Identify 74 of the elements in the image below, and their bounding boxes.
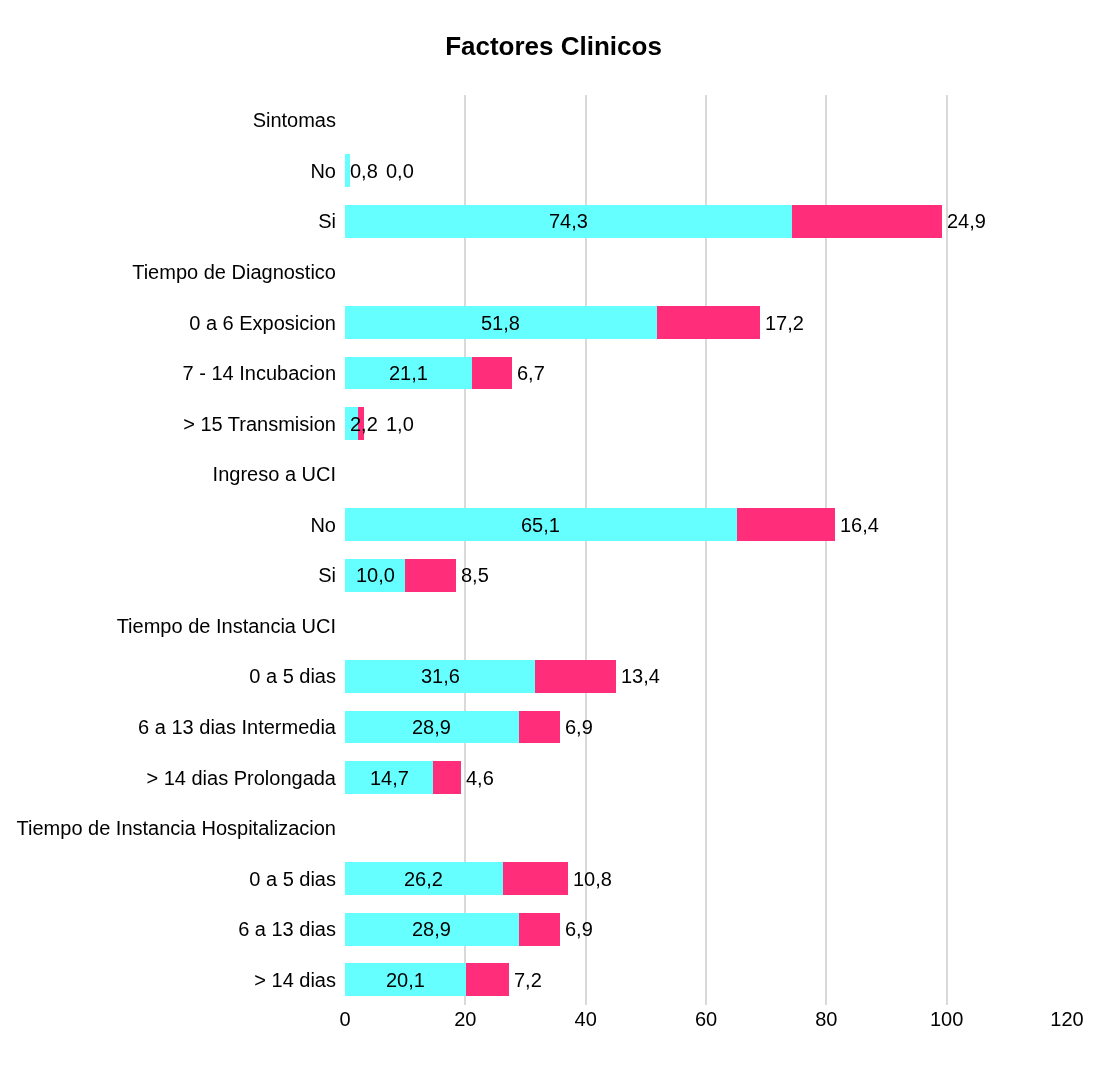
bar — [433, 761, 462, 794]
data-label: 14,7 — [370, 767, 409, 789]
bar — [405, 558, 457, 592]
bar — [345, 761, 434, 794]
bar — [345, 204, 793, 238]
y-tick-label: > 14 dias Prolongada — [146, 766, 337, 789]
y-tick-label: 0 a 6 Exposicion — [189, 311, 336, 334]
data-label: 2,2 — [350, 413, 378, 435]
y-tick-label: Si — [318, 564, 336, 587]
bar — [471, 356, 513, 390]
data-label: 8,5 — [461, 564, 489, 586]
y-tick-label: > 14 dias — [254, 968, 336, 991]
data-label: 24,9 — [947, 210, 986, 232]
y-tick-label: 6 a 13 dias Intermedia — [138, 715, 337, 738]
data-label: 0,0 — [386, 160, 414, 182]
data-label: 28,9 — [412, 716, 451, 738]
data-label: 1,0 — [386, 413, 414, 435]
data-label: 10,0 — [356, 564, 395, 586]
data-label: 0,8 — [350, 160, 378, 182]
x-tick-label: 80 — [815, 1008, 838, 1030]
bar — [535, 659, 616, 693]
data-label: 21,1 — [389, 362, 428, 384]
bar — [345, 508, 737, 542]
data-label: 17,2 — [765, 312, 804, 334]
data-label: 4,6 — [466, 767, 494, 789]
data-label: 26,2 — [404, 868, 443, 890]
chart-title: Factores Clinicos — [445, 31, 662, 62]
y-tick-label: Sintomas — [252, 109, 336, 132]
x-tick-label: 0 — [339, 1008, 351, 1030]
y-tick-label: > 15 Transmision — [183, 412, 336, 435]
data-label: 7,2 — [514, 969, 542, 991]
y-tick-label: 6 a 13 dias — [238, 918, 336, 941]
y-tick-label: Tiempo de Instancia Hospitalizacion — [16, 817, 336, 840]
bar — [518, 710, 561, 744]
data-label: 20,1 — [386, 969, 425, 991]
bar — [465, 963, 510, 997]
x-tick-label: 20 — [454, 1008, 477, 1030]
bar — [656, 306, 761, 339]
data-label: 31,6 — [421, 665, 460, 687]
y-tick-label: Si — [318, 210, 336, 233]
bar — [345, 659, 536, 693]
bar — [518, 912, 561, 946]
data-label: 28,9 — [412, 918, 451, 940]
data-label: 10,8 — [573, 868, 612, 890]
data-label: 13,4 — [621, 665, 660, 687]
bar — [502, 862, 568, 896]
bar — [345, 154, 350, 188]
data-label: 6,9 — [565, 918, 593, 940]
bar — [736, 508, 836, 542]
bar — [345, 862, 503, 896]
data-label: 16,4 — [840, 514, 879, 536]
data-label: 74,3 — [549, 210, 588, 232]
y-tick-label: 0 a 5 dias — [249, 867, 336, 890]
y-tick-label: Tiempo de Diagnostico — [132, 260, 336, 283]
bar — [345, 963, 466, 997]
bar — [345, 912, 519, 946]
bar — [345, 306, 657, 339]
bar — [345, 356, 472, 390]
data-label: 6,7 — [517, 362, 545, 384]
y-tick-label: Tiempo de Instancia UCI — [116, 614, 336, 637]
y-tick-label: 7 - 14 Incubacion — [182, 362, 336, 385]
bar — [345, 710, 519, 744]
data-label: 6,9 — [565, 716, 593, 738]
bar — [792, 204, 942, 238]
y-tick-label: No — [310, 159, 336, 182]
y-tick-label: Ingreso a UCI — [212, 463, 336, 486]
y-tick-label: No — [310, 513, 336, 536]
data-label: 51,8 — [481, 312, 520, 334]
data-label: 65,1 — [521, 514, 560, 536]
x-tick-label: 40 — [574, 1008, 597, 1030]
x-tick-label: 120 — [1050, 1008, 1084, 1030]
x-tick-label: 100 — [929, 1008, 964, 1030]
x-tick-label: 60 — [694, 1008, 718, 1030]
y-tick-label: 0 a 5 dias — [249, 665, 336, 688]
